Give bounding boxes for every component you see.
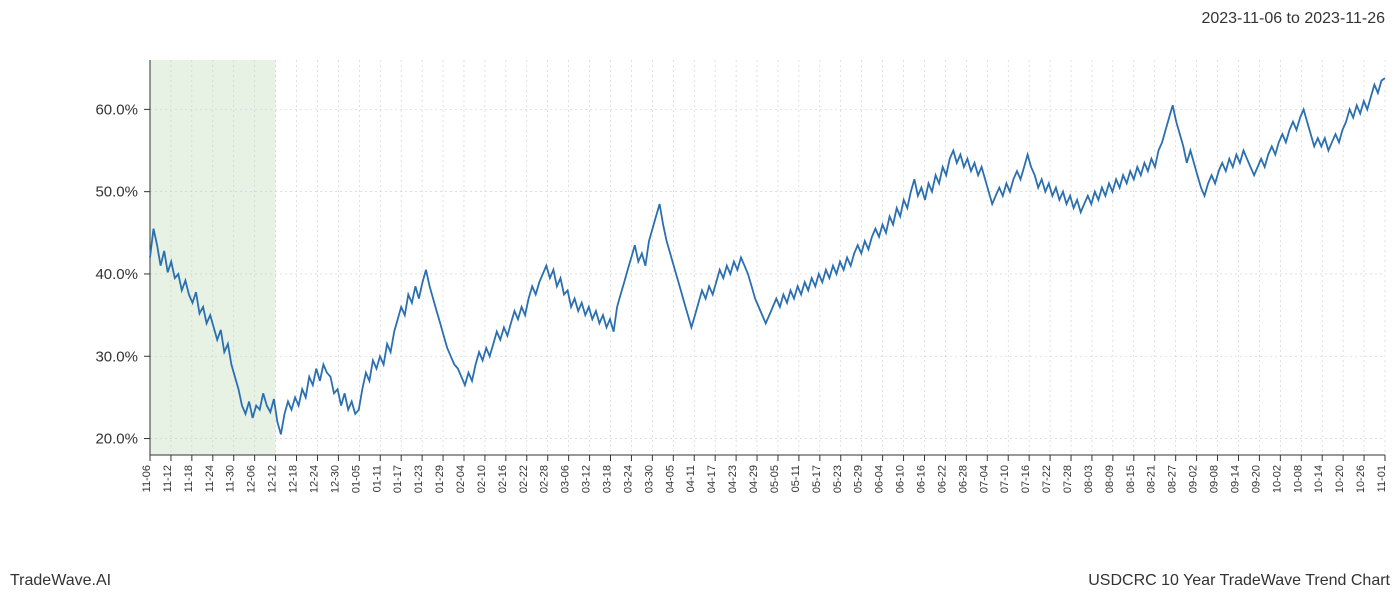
x-tick-label: 08-21 [1146, 465, 1158, 493]
y-tick-label: 30.0% [95, 348, 138, 365]
x-tick-label: 12-18 [288, 465, 300, 493]
x-tick-label: 08-03 [1083, 465, 1095, 493]
x-tick-label: 09-02 [1188, 465, 1200, 493]
x-tick-label: 12-30 [329, 465, 341, 493]
x-tick-label: 09-14 [1229, 465, 1241, 493]
x-tick-label: 02-10 [476, 465, 488, 493]
x-tick-label: 12-12 [267, 465, 279, 493]
x-tick-label: 10-20 [1334, 465, 1346, 493]
x-tick-label: 05-05 [769, 465, 781, 493]
x-tick-label: 12-24 [308, 465, 320, 493]
x-tick-label: 06-04 [874, 465, 886, 493]
x-tick-label: 06-10 [895, 465, 907, 493]
x-tick-label: 04-11 [685, 465, 697, 492]
trend-line [150, 78, 1385, 434]
x-tick-label: 05-11 [790, 465, 802, 492]
y-tick-label: 20.0% [95, 431, 138, 448]
x-tick-label: 01-29 [434, 465, 446, 493]
x-tick-label: 11-06 [141, 465, 153, 492]
x-tick-label: 04-17 [706, 465, 718, 493]
x-tick-label: 01-17 [392, 465, 404, 493]
x-tick-label: 01-23 [413, 465, 425, 493]
x-tick-label: 03-30 [643, 465, 655, 493]
x-tick-label: 03-12 [581, 465, 593, 493]
x-tick-label: 01-11 [371, 465, 383, 492]
x-tick-label: 05-17 [811, 465, 823, 493]
x-tick-label: 03-24 [622, 465, 634, 493]
brand-label: TradeWave.AI [10, 572, 111, 590]
x-tick-label: 04-29 [748, 465, 760, 493]
x-tick-label: 09-08 [1209, 465, 1221, 493]
x-tick-label: 10-08 [1292, 465, 1304, 493]
x-tick-label: 11-18 [183, 465, 195, 492]
x-tick-label: 11-30 [225, 465, 237, 492]
x-tick-label: 06-22 [936, 465, 948, 493]
y-tick-label: 60.0% [95, 101, 138, 118]
x-tick-label: 03-18 [602, 465, 614, 493]
x-tick-label: 07-10 [999, 465, 1011, 493]
x-tick-label: 06-16 [915, 465, 927, 493]
x-tick-label: 11-12 [162, 465, 174, 492]
x-tick-label: 04-05 [664, 465, 676, 493]
x-tick-label: 11-01 [1376, 465, 1388, 492]
x-tick-label: 07-16 [1020, 465, 1032, 493]
x-tick-label: 05-23 [832, 465, 844, 493]
x-tick-label: 10-26 [1355, 465, 1367, 493]
y-tick-label: 40.0% [95, 266, 138, 283]
x-tick-label: 11-24 [204, 465, 216, 492]
x-tick-label: 02-22 [518, 465, 530, 493]
x-tick-label: 08-15 [1125, 465, 1137, 493]
x-tick-label: 03-06 [560, 465, 572, 493]
x-tick-label: 08-09 [1104, 465, 1116, 493]
trend-chart: 20.0% 30.0% 40.0% 50.0% 60.0% 11-06 11-12 11-18… [0, 50, 1400, 540]
x-tick-label: 09-20 [1250, 465, 1262, 493]
x-tick-label: 02-16 [497, 465, 509, 493]
x-tick-label: 07-22 [1041, 465, 1053, 493]
x-tick-label: 01-05 [350, 465, 362, 493]
x-tick-label: 07-28 [1062, 465, 1074, 493]
x-tick-label: 10-02 [1271, 465, 1283, 493]
x-tick-label: 10-14 [1313, 465, 1325, 493]
x-tick-label: 02-04 [455, 465, 467, 493]
x-tick-label: 07-04 [978, 465, 990, 493]
x-tick-label: 06-28 [957, 465, 969, 493]
x-tick-label: 02-28 [539, 465, 551, 493]
x-tick-label: 12-06 [246, 465, 258, 493]
x-tick-label: 08-27 [1167, 465, 1179, 493]
x-tick-label: 05-29 [853, 465, 865, 493]
chart-subtitle: USDCRC 10 Year TradeWave Trend Chart [1088, 572, 1390, 590]
y-tick-label: 50.0% [95, 184, 138, 201]
x-tick-label: 04-23 [727, 465, 739, 493]
date-range-label: 2023-11-06 to 2023-11-26 [1201, 10, 1385, 28]
